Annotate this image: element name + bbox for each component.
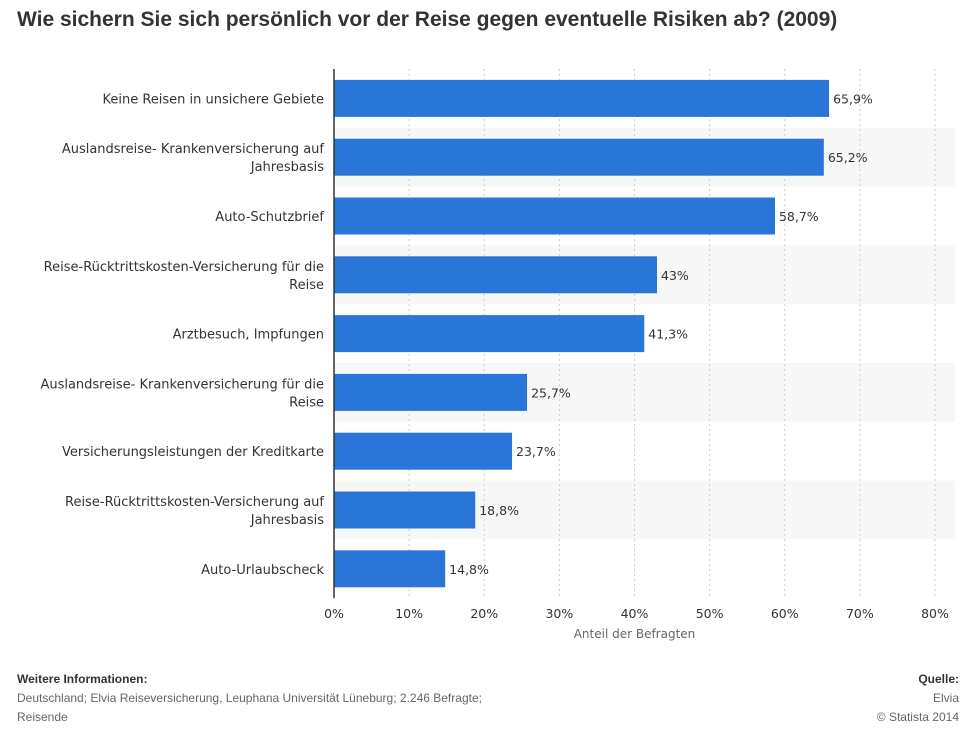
- data-label: 43%: [661, 268, 689, 283]
- bar: [334, 550, 446, 588]
- category-label: Reise-Rücktrittskosten-Versicherung auf J…: [65, 495, 324, 528]
- x-axis-title: Anteil der Befragten: [574, 627, 696, 641]
- bar: [334, 491, 476, 529]
- bar: [334, 138, 824, 176]
- data-label: 23,7%: [516, 444, 556, 459]
- category-label: Arztbesuch, Impfungen: [173, 328, 324, 343]
- category-label: Auto-Urlaubscheck: [201, 563, 324, 578]
- bar: [334, 373, 528, 411]
- data-label: 14,8%: [449, 562, 489, 577]
- info-heading: Weitere Informationen:: [17, 672, 148, 686]
- bar: [334, 315, 645, 353]
- chart-title: Wie sichern Sie sich persönlich vor der …: [17, 8, 838, 31]
- bar: [334, 432, 513, 470]
- data-label: 25,7%: [531, 385, 571, 400]
- bar: [334, 197, 775, 235]
- category-label: Versicherungsleistungen der Kreditkarte: [62, 445, 324, 460]
- source-heading: Quelle:: [918, 672, 959, 686]
- category-label: Keine Reisen in unsichere Gebiete: [102, 92, 324, 107]
- category-label: Reise-Rücktrittskosten-Versicherung für …: [44, 260, 324, 293]
- category-label: Auto-Schutzbrief: [215, 210, 324, 225]
- footer-info: Weitere Informationen: Deutschland; Elvi…: [17, 670, 487, 727]
- bar: [334, 256, 658, 294]
- x-tick-label: 10%: [395, 606, 423, 621]
- category-label: Auslandsreise- Krankenversicherung für d…: [40, 377, 324, 410]
- category-label: Auslandsreise- Krankenversicherung auf Ja…: [62, 142, 325, 175]
- x-tick-label: 40%: [621, 606, 649, 621]
- x-tick-label: 80%: [921, 606, 949, 621]
- data-label: 18,8%: [479, 503, 519, 518]
- data-label: 65,9%: [833, 91, 873, 106]
- data-label: 41,3%: [648, 327, 688, 342]
- x-tick-label: 0%: [324, 606, 344, 621]
- x-tick-label: 50%: [696, 606, 724, 621]
- copyright-text: © Statista 2014: [876, 710, 959, 724]
- data-label: 65,2%: [828, 150, 868, 165]
- footer-source: Quelle: Elvia © Statista 2014: [877, 670, 959, 727]
- source-text: Elvia: [932, 691, 959, 705]
- x-tick-label: 60%: [771, 606, 799, 621]
- x-tick-label: 30%: [545, 606, 573, 621]
- x-tick-label: 20%: [470, 606, 498, 621]
- data-label: 58,7%: [779, 209, 819, 224]
- bar-chart: 0% 10% 20% 30% 40% 50% 60% 70% 80% 65,9% Keine Rei…: [40, 69, 950, 642]
- x-tick-label: 70%: [846, 606, 874, 621]
- info-text: Deutschland; Elvia Reiseversicherung, Le…: [17, 691, 482, 724]
- bar: [334, 79, 830, 117]
